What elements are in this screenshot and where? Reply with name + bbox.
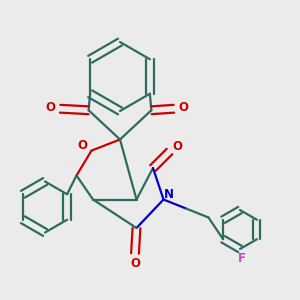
Text: O: O [130,256,140,270]
Text: O: O [46,101,56,114]
Text: O: O [178,101,188,114]
Text: O: O [77,139,88,152]
Text: O: O [172,140,183,153]
Text: F: F [238,252,245,266]
Text: N: N [164,188,174,201]
